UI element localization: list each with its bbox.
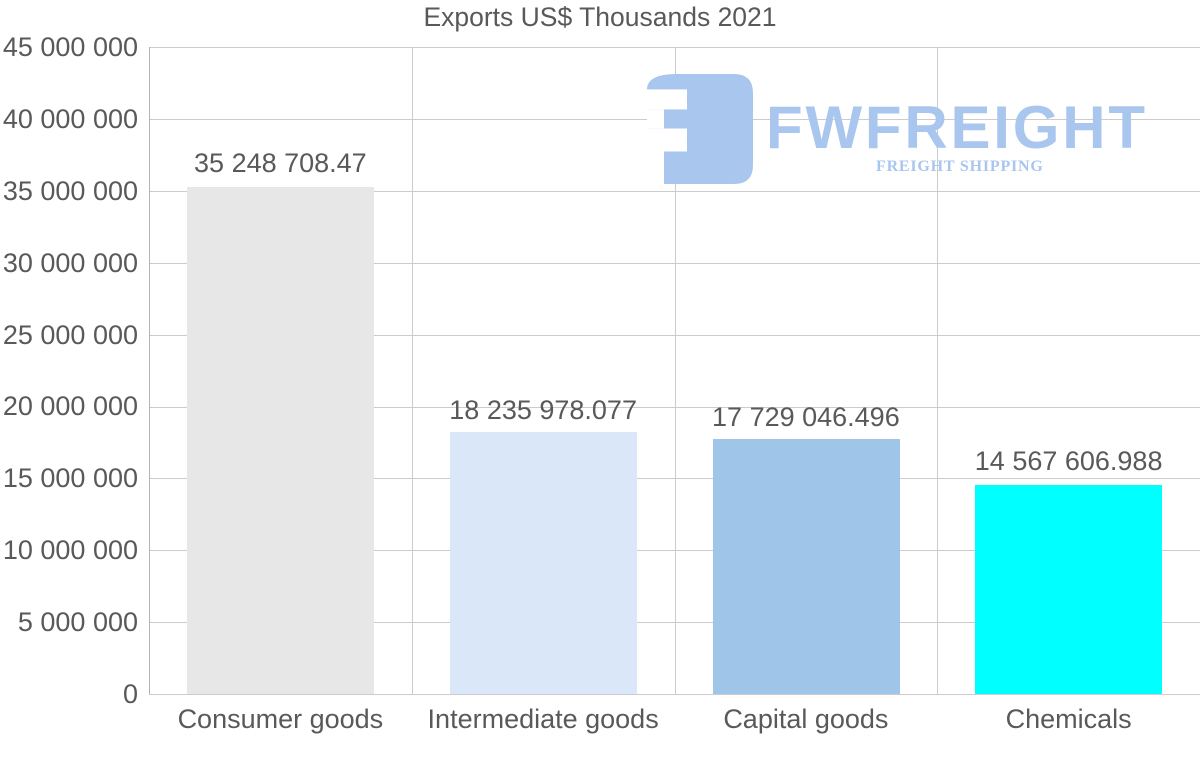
svg-text:FWFREIGHT: FWFREIGHT (766, 94, 1148, 161)
svg-text:FREIGHT SHIPPING: FREIGHT SHIPPING (876, 158, 1044, 175)
